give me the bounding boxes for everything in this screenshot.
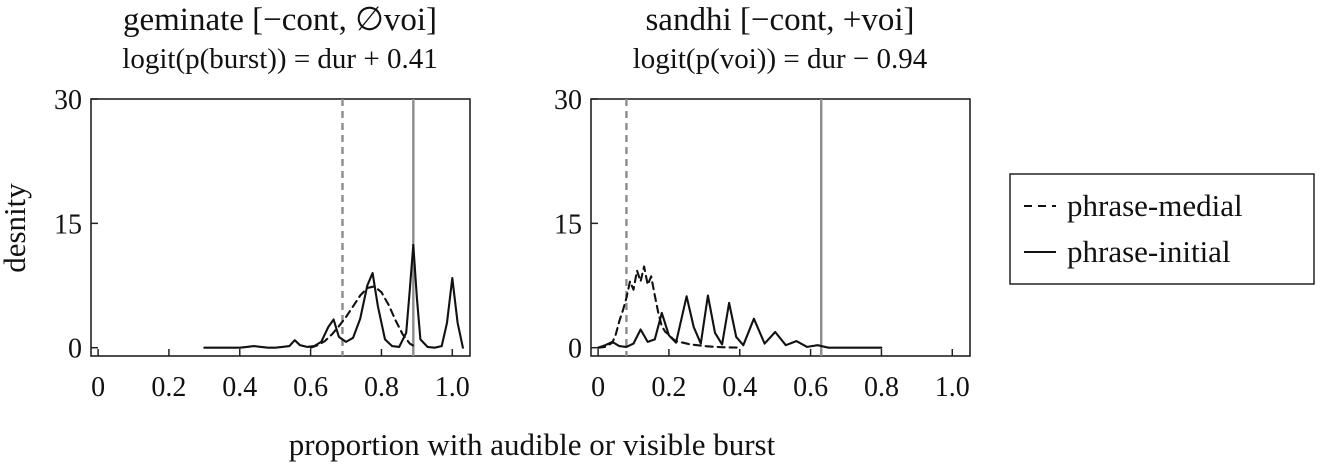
panel-geminate-x-ticks: 0 0.2 0.4 0.6 0.8 1.0 bbox=[91, 349, 470, 403]
panel-geminate-y-ticks: 0 15 30 bbox=[54, 85, 98, 365]
legend-label-phrase-initial: phrase-initial bbox=[1067, 234, 1231, 269]
panel-geminate-formula: logit(p(burst)) = dur + 0.41 bbox=[122, 43, 437, 75]
legend: phrase-medial phrase-initial bbox=[1009, 173, 1315, 285]
x-tick-label: 0.8 bbox=[864, 372, 899, 403]
y-tick-label: 15 bbox=[554, 209, 582, 240]
x-axis-label: proportion with audible or visible burst bbox=[289, 427, 776, 462]
y-tick-label: 0 bbox=[68, 334, 82, 365]
x-tick-label: 0 bbox=[591, 372, 605, 403]
x-tick-label: 0.6 bbox=[293, 372, 328, 403]
panel-sandhi-title: sandhi [−cont, +voi] bbox=[645, 2, 914, 38]
panel-geminate-gridlines bbox=[341, 99, 415, 356]
panel-sandhi-curves bbox=[597, 265, 883, 349]
panel-sandhi-gridlines bbox=[625, 99, 823, 356]
x-tick-label: 0.2 bbox=[151, 372, 186, 403]
panel-sandhi-x-ticks: 0 0.2 0.4 0.6 0.8 1.0 bbox=[591, 349, 970, 403]
density-curve-phrase-initial bbox=[203, 243, 464, 349]
x-tick-label: 0 bbox=[91, 372, 105, 403]
y-tick-label: 0 bbox=[568, 334, 582, 365]
x-tick-label: 0.4 bbox=[722, 372, 757, 403]
y-tick-label: 15 bbox=[54, 209, 82, 240]
y-tick-label: 30 bbox=[54, 85, 82, 116]
panel-sandhi-formula: logit(p(voi)) = dur − 0.94 bbox=[633, 43, 928, 75]
panel-geminate: geminate [−cont, ∅voi] logit(p(burst)) =… bbox=[54, 2, 471, 403]
x-tick-label: 0.8 bbox=[364, 372, 399, 403]
legend-label-phrase-medial: phrase-medial bbox=[1067, 188, 1243, 223]
panel-sandhi-y-ticks: 0 15 30 bbox=[554, 85, 598, 365]
panel-sandhi: sandhi [−cont, +voi] logit(p(voi)) = dur… bbox=[554, 2, 971, 403]
x-tick-label: 0.2 bbox=[651, 372, 686, 403]
panel-geminate-frame bbox=[90, 98, 471, 357]
x-tick-label: 1.0 bbox=[935, 372, 970, 403]
x-tick-label: 0.4 bbox=[222, 372, 257, 403]
x-tick-label: 0.6 bbox=[793, 372, 828, 403]
x-tick-label: 1.0 bbox=[435, 372, 470, 403]
panel-geminate-curves bbox=[203, 243, 464, 349]
density-curve-phrase-medial bbox=[597, 265, 741, 349]
y-axis-label: desnity bbox=[0, 183, 32, 273]
panel-sandhi-frame bbox=[590, 98, 971, 357]
panel-geminate-title: geminate [−cont, ∅voi] bbox=[123, 2, 437, 38]
y-tick-label: 30 bbox=[554, 85, 582, 116]
legend-box bbox=[1009, 173, 1315, 285]
density-curve-phrase-medial bbox=[309, 285, 418, 349]
density-curve-phrase-initial bbox=[597, 294, 883, 349]
